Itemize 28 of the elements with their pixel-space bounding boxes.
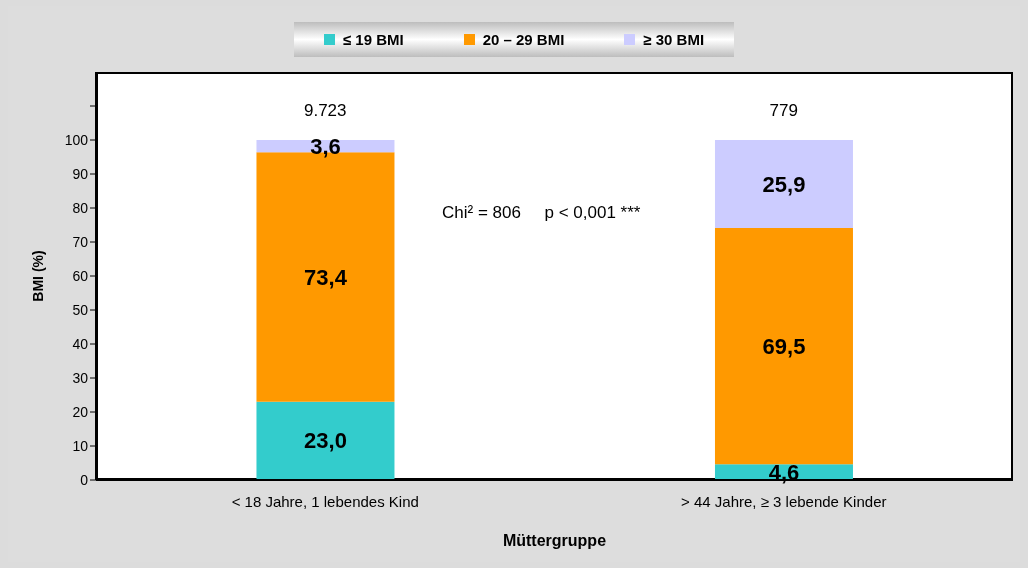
y-tick-label: 30 xyxy=(72,369,89,386)
legend-label: 20 – 29 BMI xyxy=(482,31,565,48)
y-tick-label: 70 xyxy=(72,233,89,250)
data-label: 23,0 xyxy=(304,428,347,454)
legend-label: ≥ 30 BMI xyxy=(643,31,705,48)
bar xyxy=(714,140,853,229)
y-axis-title: BMI (%) xyxy=(29,250,46,302)
annotation: 779 xyxy=(768,101,799,121)
data-label: 69,5 xyxy=(762,333,806,359)
x-tick-label: > 44 Jahre, ≥ 3 lebende Kinder xyxy=(681,492,887,510)
x-tick-label: < 18 Jahre, 1 lebendes Kind xyxy=(231,492,419,510)
y-tick-label: 40 xyxy=(72,335,89,352)
annotation: 9.723 xyxy=(302,101,348,121)
y-tick-label: 100 xyxy=(64,131,89,148)
y-tick-label: 20 xyxy=(72,403,89,420)
bar xyxy=(256,401,395,480)
y-tick-label: 10 xyxy=(72,437,89,454)
y-tick-label: 90 xyxy=(72,165,89,182)
annotation: Chi² = 806 p < 0,001 *** xyxy=(442,203,641,223)
y-tick-label: 0 xyxy=(80,471,89,488)
y-tick-label: 80 xyxy=(72,199,89,216)
x-axis-title: Müttergruppe xyxy=(502,532,607,549)
data-label: 73,4 xyxy=(304,264,348,290)
bar xyxy=(714,228,853,465)
y-tick-label: 60 xyxy=(72,267,89,284)
data-label: 25,9 xyxy=(762,171,806,197)
y-tick-label: 50 xyxy=(72,301,89,318)
legend-label: ≤ 19 BMI xyxy=(342,31,404,48)
